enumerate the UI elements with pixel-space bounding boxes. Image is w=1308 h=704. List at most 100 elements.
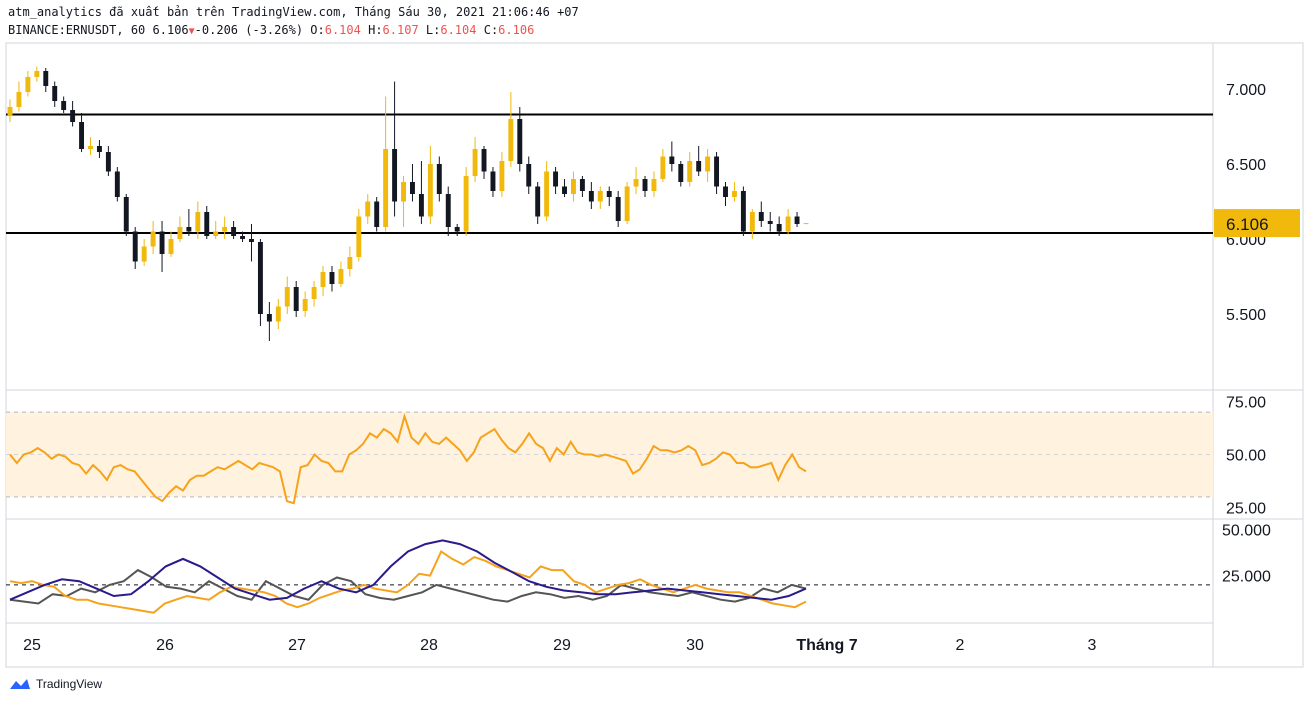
- candle-body: [624, 186, 630, 221]
- open-value: 6.104: [324, 23, 361, 37]
- stoch-k-line: [9, 550, 807, 614]
- candle-body: [642, 179, 648, 191]
- candle-body: [740, 191, 746, 232]
- price-pane[interactable]: [6, 66, 1213, 342]
- candle-body: [70, 110, 76, 122]
- candle-body: [311, 287, 317, 299]
- candle-body: [392, 149, 398, 202]
- candle-body: [141, 246, 147, 262]
- last-price-tag: [1214, 209, 1300, 238]
- low-value: 6.104: [440, 23, 477, 37]
- candle-body: [776, 224, 782, 232]
- price-tick-label: 7.000: [1226, 82, 1266, 99]
- candle-body: [606, 191, 612, 197]
- close-value: 6.106: [498, 23, 535, 37]
- candle-body: [249, 239, 254, 242]
- candle-body: [490, 171, 496, 191]
- candle-body: [481, 149, 487, 172]
- candle-body: [132, 231, 138, 262]
- candle-body: [240, 236, 245, 239]
- candle-body: [383, 149, 389, 227]
- tradingview-logo-icon: [10, 679, 30, 689]
- candle-body: [257, 242, 263, 314]
- candle-body: [687, 161, 693, 182]
- candle-body: [651, 179, 657, 191]
- candle-body: [338, 269, 344, 284]
- candle-body: [526, 164, 532, 187]
- candle-body: [266, 314, 272, 322]
- stoch-osc-line: [9, 568, 807, 605]
- candle-body: [660, 156, 666, 179]
- candle-body: [731, 191, 737, 197]
- candle-body: [52, 86, 58, 101]
- candle-body: [410, 182, 415, 194]
- candle-body: [579, 179, 585, 191]
- candle-body: [329, 272, 335, 284]
- candle-body: [562, 186, 567, 194]
- candle-body: [231, 227, 237, 236]
- stoch-d-line: [9, 539, 807, 601]
- high-label: H:: [368, 23, 383, 37]
- stoch-tick-label: 25.000: [1222, 569, 1271, 586]
- axes: 7.0006.5006.0005.5006.10675.0050.0025.00…: [23, 82, 1300, 654]
- candle-body: [696, 161, 702, 172]
- candle-body: [588, 191, 594, 202]
- time-tick-label: Tháng 7: [796, 637, 857, 654]
- candle-body: [472, 149, 478, 176]
- candle-body: [767, 221, 773, 224]
- candle-body: [25, 77, 31, 92]
- time-tick-label: 29: [553, 637, 571, 654]
- candle-body: [222, 227, 228, 232]
- candle-body: [517, 119, 523, 164]
- rsi-tick-label: 75.00: [1226, 395, 1266, 412]
- change-value: -0.206 (-3.26%): [194, 23, 304, 37]
- down-arrow-icon: ▼: [188, 26, 195, 37]
- candle-body: [615, 197, 621, 221]
- symbol-label: BINANCE:ERNUSDT, 60: [8, 23, 146, 37]
- candle-body: [535, 186, 541, 217]
- time-tick-label: 28: [420, 637, 438, 654]
- rsi-tick-label: 50.00: [1226, 448, 1266, 465]
- tradingview-brand[interactable]: TradingView: [8, 677, 102, 691]
- candle-body: [445, 194, 451, 227]
- candle-body: [803, 223, 809, 225]
- close-label: C:: [483, 23, 499, 37]
- candle-body: [508, 119, 514, 161]
- publish-info: atm_analytics đã xuất bản trên TradingVi…: [8, 5, 579, 19]
- candle-body: [61, 101, 67, 110]
- rsi-pane[interactable]: [6, 411, 1213, 505]
- candle-body: [105, 152, 111, 172]
- candle-body: [678, 164, 684, 182]
- time-tick-label: 27: [288, 637, 306, 654]
- candle-body: [714, 156, 720, 187]
- candle-body: [96, 146, 102, 152]
- last-price: 6.106: [152, 23, 189, 37]
- open-label: O:: [310, 23, 325, 37]
- candle-body: [168, 239, 174, 254]
- time-tick-label: 30: [686, 637, 704, 654]
- candle-body: [669, 156, 675, 164]
- candle-body: [293, 287, 299, 311]
- candle-body: [723, 186, 728, 197]
- candle-body: [7, 107, 13, 116]
- candle-body: [79, 122, 85, 149]
- candle-body: [177, 227, 183, 239]
- stoch-pane[interactable]: [6, 539, 1213, 614]
- low-label: L:: [425, 23, 441, 37]
- candle-body: [302, 299, 308, 311]
- candle-body: [794, 216, 800, 224]
- high-value: 6.107: [382, 23, 419, 37]
- candle-body: [553, 171, 559, 187]
- candle-body: [427, 164, 433, 217]
- candle-body: [159, 231, 165, 254]
- candle-body: [749, 212, 755, 232]
- candle-body: [123, 197, 129, 232]
- candle-body: [633, 179, 639, 187]
- candle-body: [150, 231, 156, 247]
- candle-body: [597, 191, 603, 202]
- candle-body: [16, 92, 22, 107]
- stoch-tick-label: 50.000: [1222, 522, 1271, 539]
- candle-body: [320, 272, 326, 287]
- candle-body: [571, 179, 576, 194]
